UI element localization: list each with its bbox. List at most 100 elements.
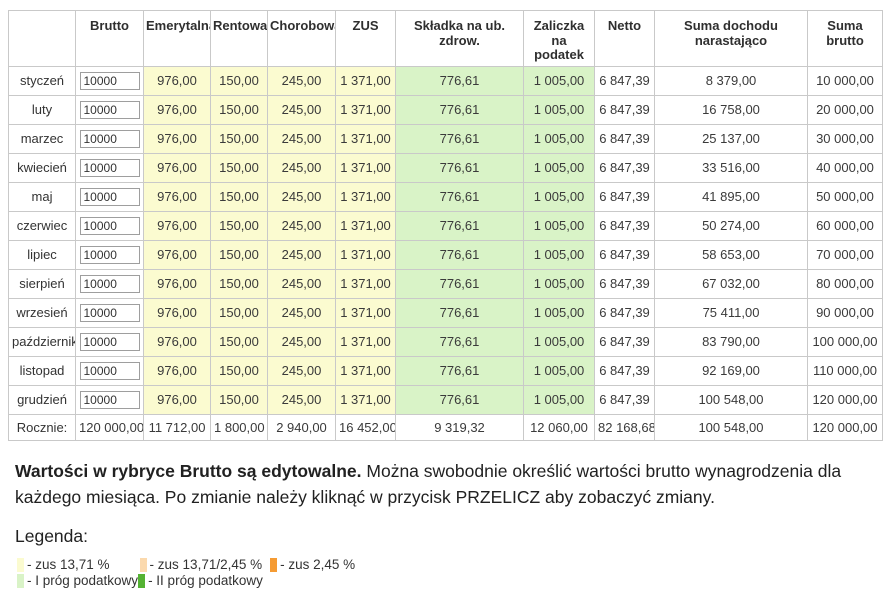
skladka-zdrow-cell: 776,61	[395, 94, 524, 125]
suma-brutto-cell: 100 000,00	[807, 326, 883, 357]
netto-cell: 6 847,39	[594, 239, 655, 270]
legend-item: - zus 2,45 %	[270, 557, 355, 573]
summary-rentowa-cell: 1 800,00	[210, 413, 268, 441]
netto-cell: 6 847,39	[594, 384, 655, 415]
month-label: maj	[8, 181, 76, 212]
chorobowa-cell: 245,00	[267, 239, 336, 270]
month-label: czerwiec	[8, 210, 76, 241]
zus-cell: 1 371,00	[335, 65, 396, 96]
rentowa-cell: 150,00	[210, 268, 268, 299]
salary-table: Brutto Emerytalna Rentowa Chorobowa ZUS …	[8, 10, 883, 441]
brutto-input[interactable]	[79, 332, 140, 351]
legend-item-label: - zus 13,71/2,45 %	[149, 557, 263, 573]
zaliczka-cell: 1 005,00	[523, 268, 595, 299]
brutto-cell	[75, 384, 144, 415]
legend-item-label: - II próg podatkowy	[148, 573, 263, 589]
month-label: październik	[8, 326, 76, 357]
chorobowa-cell: 245,00	[267, 94, 336, 125]
zaliczka-cell: 1 005,00	[523, 239, 595, 270]
zus-cell: 1 371,00	[335, 384, 396, 415]
brutto-input[interactable]	[79, 245, 140, 264]
zaliczka-cell: 1 005,00	[523, 65, 595, 96]
zaliczka-cell: 1 005,00	[523, 355, 595, 386]
netto-cell: 6 847,39	[594, 297, 655, 328]
legend-color-swatch	[17, 558, 24, 573]
zus-cell: 1 371,00	[335, 297, 396, 328]
brutto-input[interactable]	[79, 390, 140, 409]
skladka-zdrow-cell: 776,61	[395, 65, 524, 96]
legend-color-swatch	[138, 574, 146, 589]
suma-dochodu-cell: 25 137,00	[654, 123, 808, 154]
salary-table-container: Brutto Emerytalna Rentowa Chorobowa ZUS …	[8, 10, 883, 441]
brutto-cell	[75, 210, 144, 241]
legend-color-swatch	[139, 558, 147, 573]
summary-zaliczka-cell: 12 060,00	[523, 413, 595, 441]
brutto-cell	[75, 326, 144, 357]
description-rest-part: Można swobodnie określić wartości brutto…	[15, 460, 842, 507]
brutto-input[interactable]	[79, 274, 140, 293]
header-chorobowa: Chorobowa	[267, 10, 336, 67]
brutto-input[interactable]	[79, 303, 140, 322]
chorobowa-cell: 245,00	[267, 152, 336, 183]
brutto-cell	[75, 94, 144, 125]
zus-cell: 1 371,00	[335, 94, 396, 125]
chorobowa-cell: 245,00	[267, 384, 336, 415]
legend-item: - I próg podatkowy	[17, 573, 138, 589]
brutto-cell	[75, 123, 144, 154]
suma-brutto-cell: 40 000,00	[807, 152, 883, 183]
zaliczka-cell: 1 005,00	[523, 326, 595, 357]
netto-cell: 6 847,39	[594, 123, 655, 154]
header-zus: ZUS	[335, 10, 396, 67]
zaliczka-cell: 1 005,00	[523, 384, 595, 415]
chorobowa-cell: 245,00	[267, 65, 336, 96]
summary-suma-dochodu-cell: 100 548,00	[654, 413, 808, 441]
netto-cell: 6 847,39	[594, 152, 655, 183]
legend-title: Legenda:	[15, 526, 88, 547]
header-brutto: Brutto	[75, 10, 144, 67]
netto-cell: 6 847,39	[594, 326, 655, 357]
zus-cell: 1 371,00	[335, 181, 396, 212]
brutto-input[interactable]	[79, 216, 140, 235]
header-zaliczka: Zaliczka na podatek	[523, 10, 595, 67]
brutto-input[interactable]	[79, 100, 140, 119]
emerytalna-cell: 976,00	[143, 152, 211, 183]
rentowa-cell: 150,00	[210, 355, 268, 386]
month-label: lipiec	[8, 239, 76, 270]
rentowa-cell: 150,00	[210, 94, 268, 125]
emerytalna-cell: 976,00	[143, 297, 211, 328]
suma-brutto-cell: 120 000,00	[807, 384, 883, 415]
netto-cell: 6 847,39	[594, 355, 655, 386]
month-label: luty	[8, 94, 76, 125]
netto-cell: 6 847,39	[594, 65, 655, 96]
suma-dochodu-cell: 92 169,00	[654, 355, 808, 386]
brutto-input[interactable]	[79, 361, 140, 380]
suma-brutto-cell: 10 000,00	[807, 65, 883, 96]
brutto-input[interactable]	[79, 187, 140, 206]
chorobowa-cell: 245,00	[267, 355, 336, 386]
legend-item-label: - zus 13,71 %	[27, 557, 110, 573]
rentowa-cell: 150,00	[210, 152, 268, 183]
zaliczka-cell: 1 005,00	[523, 210, 595, 241]
brutto-cell	[75, 65, 144, 96]
summary-zus-cell: 16 452,00	[335, 413, 396, 441]
chorobowa-cell: 245,00	[267, 123, 336, 154]
brutto-input[interactable]	[79, 71, 140, 90]
legend-color-swatch	[17, 574, 24, 589]
month-label: sierpień	[8, 268, 76, 299]
suma-brutto-cell: 70 000,00	[807, 239, 883, 270]
summary-brutto-cell: 120 000,00	[75, 413, 144, 441]
brutto-input[interactable]	[79, 158, 140, 177]
suma-brutto-cell: 110 000,00	[807, 355, 883, 386]
zus-cell: 1 371,00	[335, 268, 396, 299]
brutto-input[interactable]	[79, 129, 140, 148]
zaliczka-cell: 1 005,00	[523, 181, 595, 212]
skladka-zdrow-cell: 776,61	[395, 297, 524, 328]
skladka-zdrow-cell: 776,61	[395, 239, 524, 270]
rentowa-cell: 150,00	[210, 65, 268, 96]
skladka-zdrow-cell: 776,61	[395, 268, 524, 299]
